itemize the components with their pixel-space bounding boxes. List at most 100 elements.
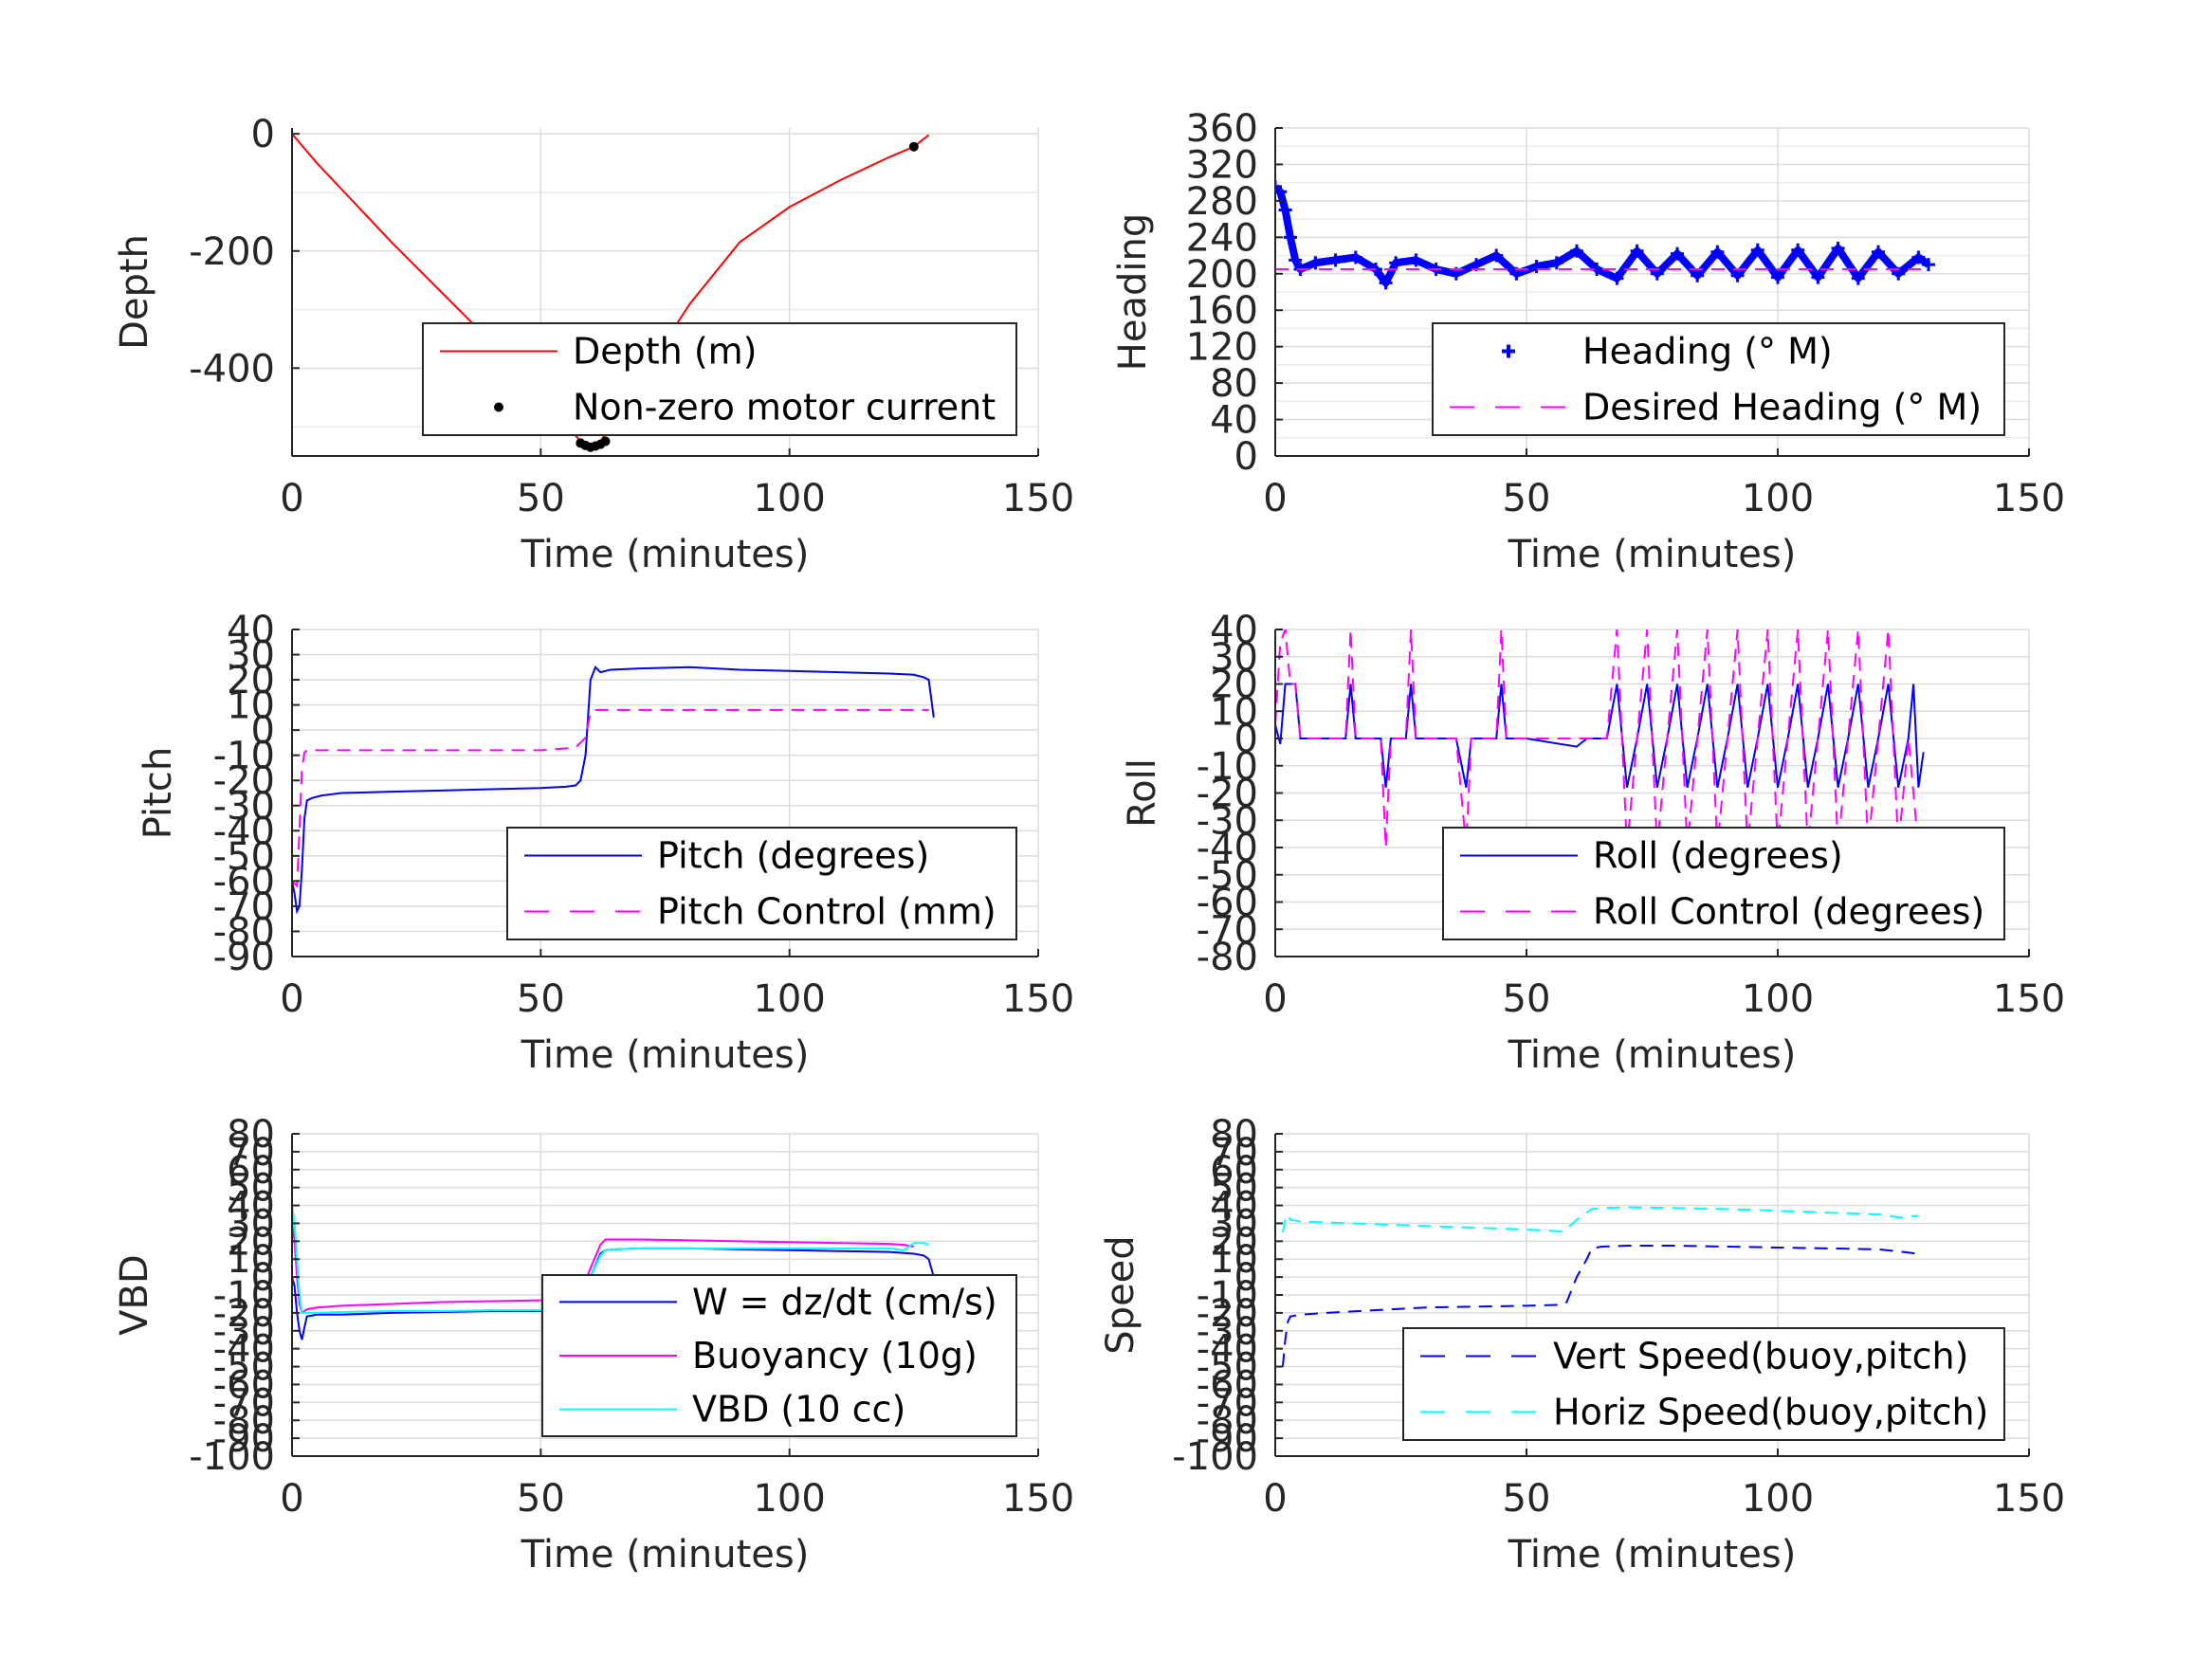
series-heading-m-point (1549, 256, 1563, 270)
x-tick-label: 100 (1742, 477, 1814, 520)
y-tick-label: -80 (213, 910, 275, 954)
legend-box (1432, 322, 2005, 436)
y-tick-label: -100 (189, 1435, 275, 1479)
x-tick-label: 100 (753, 1477, 825, 1521)
series-heading-m-point (1379, 276, 1393, 290)
series-group (1281, 1206, 1919, 1367)
y-tick-label: 40 (1210, 399, 1258, 443)
legend-box (1442, 827, 2005, 940)
y-tick-label: -50 (213, 835, 275, 879)
series-group (292, 665, 935, 915)
y-tick-label: -40 (213, 1328, 275, 1372)
y-tick-label: -60 (213, 1363, 275, 1407)
y-tick-label: 10 (1210, 690, 1258, 734)
series-group (292, 133, 930, 452)
legend-label: Roll (degrees) (1593, 835, 1843, 877)
subplot-6: 80706050403020100-10-20-30-40-50-60-70-8… (1099, 1113, 2065, 1577)
x-axis-label: Time (minutes) (521, 1033, 810, 1077)
legend-swatch (1502, 344, 1515, 358)
x-tick-label: 0 (280, 977, 303, 1021)
y-tick-label: -50 (1197, 854, 1258, 898)
series-pitch-degrees-line (292, 665, 935, 915)
series-group (1275, 180, 1935, 290)
y-tick-label: -90 (1197, 1417, 1258, 1461)
x-tick-label: 100 (753, 477, 825, 520)
y-tick-label: -400 (189, 347, 275, 391)
x-axis-label: Time (minutes) (1508, 1033, 1797, 1077)
y-axis-label: Heading (1111, 213, 1155, 371)
x-tick-label: 50 (1503, 477, 1551, 520)
y-tick-label: 200 (1186, 253, 1258, 297)
y-tick-label: -60 (1197, 1363, 1258, 1407)
y-tick-label: 20 (227, 1220, 275, 1264)
y-tick-label: 0 (251, 1256, 275, 1300)
y-tick-label: 30 (227, 634, 275, 678)
y-tick-label: 0 (251, 709, 275, 753)
x-tick-label: 150 (1993, 1477, 2065, 1521)
series-heading-m-point (1610, 271, 1624, 285)
y-tick-label: 20 (1210, 664, 1258, 707)
x-tick-label: 50 (1503, 977, 1551, 1021)
series-heading-m-point (1328, 253, 1343, 267)
y-tick-label: -80 (213, 1399, 275, 1443)
series-heading-m-point (1348, 250, 1362, 264)
x-tick-label: 150 (1002, 1477, 1074, 1521)
x-tick-label: 50 (517, 977, 565, 1021)
y-tick-label: -30 (213, 1310, 275, 1354)
y-tick-label: 0 (1234, 435, 1258, 479)
x-axis-label: Time (minutes) (1508, 1533, 1797, 1577)
y-tick-label: 0 (1234, 1256, 1258, 1300)
y-tick-label: 10 (227, 1238, 275, 1282)
x-tick-label: 0 (1263, 1477, 1287, 1521)
y-tick-label: -70 (1197, 908, 1258, 952)
series-heading-m-point (1409, 253, 1423, 267)
y-tick-label: -10 (1197, 1274, 1258, 1318)
y-tick-label: -20 (1197, 1292, 1258, 1336)
legend-label: Roll Control (degrees) (1593, 891, 1984, 933)
y-tick-label: -40 (1197, 827, 1258, 870)
x-tick-label: 150 (1002, 977, 1074, 1021)
series-heading-m-point (1872, 245, 1885, 259)
series-heading-m-point (1811, 270, 1825, 284)
y-tick-label: 160 (1186, 289, 1258, 333)
y-tick-label: -60 (213, 860, 275, 903)
y-tick-label: 40 (227, 609, 275, 652)
x-tick-label: 0 (1263, 477, 1287, 520)
y-tick-label: 320 (1186, 143, 1258, 187)
y-tick-label: -70 (213, 1381, 275, 1425)
x-tick-label: 100 (1742, 977, 1814, 1021)
x-tick-label: 0 (1263, 977, 1287, 1021)
y-tick-label: 80 (1210, 1113, 1258, 1157)
x-axis-label: Time (minutes) (1508, 533, 1797, 576)
subplot-5: 80706050403020100-10-20-30-40-50-60-70-8… (113, 1113, 1074, 1577)
legend-label: Pitch (degrees) (657, 835, 929, 877)
series-heading-m-point (1630, 244, 1644, 258)
legend-label: W = dz/dt (cm/s) (692, 1281, 997, 1322)
legend-box (506, 827, 1017, 940)
legend-label: Heading (° M) (1582, 331, 1833, 373)
subplot-1: 0 -200 -400 0 50 100 150 Time (minutes) Depth Dep… (113, 113, 1074, 576)
y-tick-label: 10 (227, 684, 275, 728)
x-tick-label: 100 (753, 977, 825, 1021)
series-heading-m-point (1570, 244, 1583, 258)
legend-label: Vert Speed(buoy,pitch) (1553, 1336, 1968, 1377)
series-heading-m-point (1389, 256, 1403, 270)
y-tick-label: 70 (227, 1131, 275, 1175)
legend-label: Non-zero motor current (573, 387, 996, 428)
y-tick-label: 30 (227, 1202, 275, 1246)
y-axis-label: Pitch (137, 747, 180, 839)
y-tick-label: 50 (1210, 1167, 1258, 1211)
y-tick-label: 40 (1210, 609, 1258, 652)
x-tick-label: 0 (280, 477, 303, 520)
y-tick-label: 10 (1210, 1238, 1258, 1282)
legend-label: Desired Heading (° M) (1582, 387, 1982, 428)
x-tick-label: 150 (1993, 477, 2065, 520)
legend-label: VBD (10 cc) (692, 1389, 905, 1431)
legend: Pitch (degrees) Pitch Control (mm) (506, 827, 1017, 940)
series-non-zero-motor-current-point (908, 141, 919, 152)
legend-box (1402, 1327, 2005, 1441)
y-axis-label: Roll (1121, 758, 1164, 828)
series-heading-m-point (1831, 241, 1845, 255)
y-tick-label: -70 (1197, 1381, 1258, 1425)
